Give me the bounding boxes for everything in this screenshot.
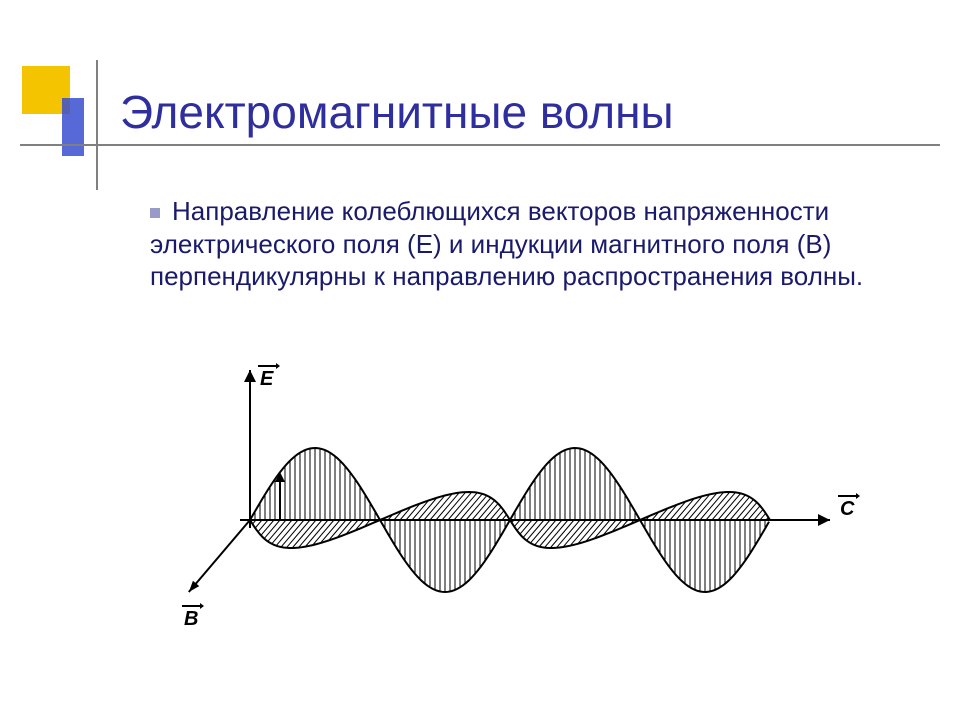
divider-vertical: [96, 60, 98, 190]
wave-svg: [140, 350, 880, 650]
slide-title: Электромагнитные волны: [120, 85, 674, 139]
axis-label-c: C: [840, 498, 854, 521]
body-paragraph: Направление колеблющихся векторов напряж…: [150, 195, 890, 293]
bullet-icon: [150, 208, 160, 218]
axis-label-e: E: [260, 368, 273, 391]
body-text: Направление колеблющихся векторов напряж…: [150, 196, 863, 291]
em-wave-diagram: E B C: [140, 350, 880, 650]
axis-label-b: B: [184, 608, 198, 631]
deco-square-blue: [62, 98, 84, 156]
divider-horizontal: [20, 144, 940, 146]
